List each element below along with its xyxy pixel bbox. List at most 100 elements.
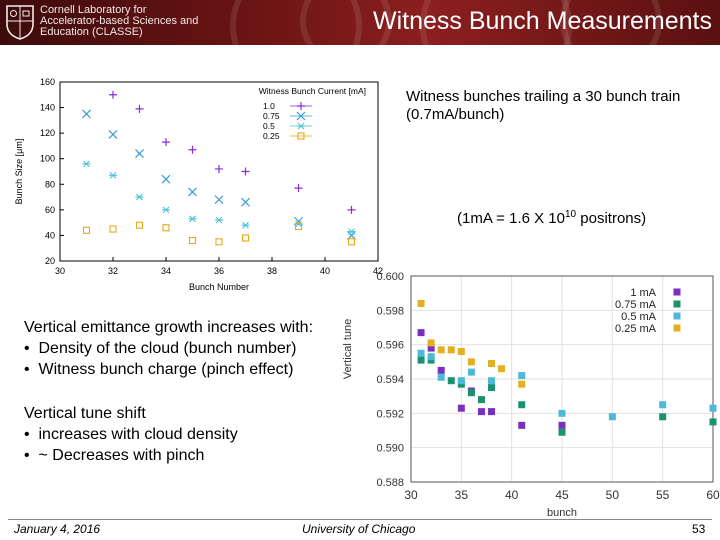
institution-name: Cornell Laboratory for Accelerator-based… — [40, 4, 199, 38]
y-tick-label: 160 — [40, 77, 55, 87]
data-point — [135, 104, 144, 113]
data-point — [82, 109, 91, 119]
data-point — [188, 187, 197, 197]
data-point — [427, 339, 435, 347]
data-point — [467, 389, 475, 397]
data-point — [427, 353, 435, 361]
data-point — [498, 365, 506, 373]
header-banner: Cornell Laboratory for Accelerator-based… — [0, 0, 720, 45]
data-point — [518, 372, 526, 380]
data-point — [161, 174, 171, 184]
legend-label: 1.0 — [263, 101, 275, 111]
data-point — [241, 221, 250, 229]
y-tick-label: 0.594 — [376, 374, 404, 386]
emittance-item: • Density of the cloud (bunch number) — [24, 340, 297, 357]
data-point — [659, 413, 667, 421]
data-point — [558, 421, 566, 429]
data-point — [417, 349, 425, 357]
x-axis-label: Bunch Number — [189, 282, 249, 292]
legend-label: 0.5 — [263, 121, 275, 131]
y-tick-label: 0.590 — [376, 443, 404, 455]
slide-title: Witness Bunch Measurements — [372, 7, 712, 35]
data-point — [447, 346, 455, 354]
x-tick-label: 55 — [656, 488, 670, 502]
x-tick-label: 40 — [505, 488, 519, 502]
x-tick-label: 38 — [267, 266, 277, 276]
x-tick-label: 40 — [320, 266, 330, 276]
x-axis-label: bunch — [547, 507, 577, 519]
y-tick-label: 80 — [45, 179, 55, 189]
data-point — [214, 195, 224, 205]
y-tick-label: 0.592 — [376, 408, 404, 420]
data-point — [417, 329, 425, 337]
data-point — [417, 356, 425, 364]
legend-marker — [297, 122, 305, 130]
data-point — [347, 231, 356, 240]
y-tick-label: 20 — [45, 256, 55, 266]
legend-label: 0.75 — [263, 111, 280, 121]
cornell-seal-icon — [6, 5, 34, 40]
footer-date: January 4, 2016 — [14, 522, 101, 536]
data-point — [215, 164, 223, 173]
page-number: 53 — [692, 522, 706, 536]
y-tick-label: 0.598 — [376, 305, 404, 317]
y-tick-label: 100 — [40, 154, 55, 164]
data-point — [437, 373, 445, 381]
data-point — [162, 138, 170, 147]
positron-conversion-note: (1mA = 1.6 X 1010 positrons) — [457, 209, 647, 227]
legend-label: 0.5 mA — [621, 311, 657, 323]
data-point — [135, 149, 144, 159]
emittance-item: • Witness bunch charge (pinch effect) — [24, 361, 294, 378]
y-axis-label: Bunch Size [μm] — [14, 139, 24, 205]
data-point — [347, 205, 356, 214]
witness-note: Witness bunches trailing a 30 bunch trai… — [406, 88, 681, 123]
x-tick-label: 50 — [606, 488, 620, 502]
data-point — [108, 129, 118, 139]
data-point — [558, 409, 566, 417]
legend-marker — [297, 102, 305, 110]
x-tick-label: 36 — [214, 266, 224, 276]
data-point — [215, 216, 223, 224]
footer-venue: University of Chicago — [302, 522, 416, 536]
data-point — [709, 418, 717, 426]
data-point — [457, 404, 465, 412]
data-point — [109, 171, 117, 179]
legend-label: 0.25 — [263, 131, 280, 141]
emittance-heading: Vertical emittance growth increases with… — [24, 319, 314, 336]
data-point — [109, 225, 117, 233]
data-point — [457, 348, 465, 356]
x-tick-label: 60 — [706, 488, 720, 502]
data-point — [488, 377, 496, 385]
data-point — [518, 421, 526, 429]
data-point — [241, 197, 250, 207]
data-point — [347, 228, 356, 235]
data-point — [477, 396, 485, 404]
data-point — [467, 358, 475, 366]
y-tick-label: 40 — [45, 230, 55, 240]
legend-marker — [673, 324, 681, 332]
data-point — [488, 408, 496, 416]
data-point — [709, 404, 717, 412]
data-point — [477, 408, 485, 416]
emittance-notes: Vertical emittance growth increases with… — [24, 317, 313, 380]
y-tick-label: 120 — [40, 128, 55, 138]
data-point — [437, 366, 445, 374]
x-tick-label: 30 — [55, 266, 65, 276]
legend-label: 0.75 mA — [615, 299, 657, 311]
data-point — [135, 193, 144, 201]
data-point — [467, 368, 475, 376]
data-point — [294, 184, 303, 193]
vertical-tune-chart: 30 35 40 45 50 55 60 0.588 0.590 0.592 0.594 0.596 0… — [342, 271, 720, 519]
data-point — [558, 428, 566, 436]
data-point — [518, 380, 526, 388]
data-point — [82, 226, 91, 234]
legend-label: 1 mA — [630, 287, 656, 299]
bunch-size-chart: 30 32 34 36 38 40 42 20 40 60 80 100 120 140 160 Bunch … — [14, 77, 383, 292]
data-point — [215, 238, 223, 246]
data-point — [162, 206, 170, 214]
data-point — [188, 215, 197, 223]
data-point — [241, 234, 250, 242]
tune-heading: Vertical tune shift — [24, 405, 146, 422]
plot-frame — [410, 275, 714, 483]
footer-divider — [8, 519, 712, 520]
